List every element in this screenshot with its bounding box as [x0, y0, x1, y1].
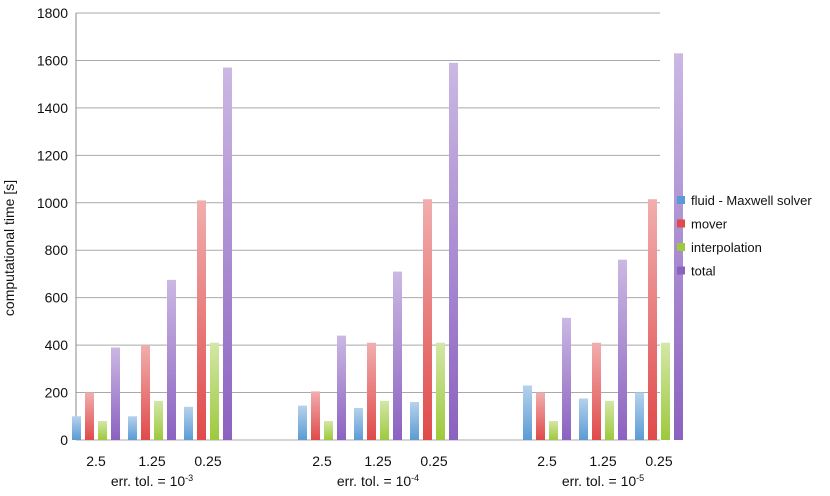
bar: [536, 392, 545, 440]
bar: [367, 342, 376, 440]
y-tick-label: 0: [60, 432, 68, 448]
bar: [380, 400, 389, 440]
y-tick-label: 1600: [37, 52, 68, 68]
x-tick-label: 2.5: [312, 453, 332, 469]
legend-label: total: [691, 264, 716, 279]
bar: [661, 342, 670, 440]
bar: [210, 342, 219, 440]
bar: [128, 416, 137, 440]
bar: [436, 342, 445, 440]
y-tick-label: 200: [45, 385, 69, 401]
bar: [523, 385, 532, 440]
group-label: err. tol. = 10-4: [337, 473, 419, 489]
bar: [393, 271, 402, 440]
bar: [141, 345, 150, 440]
y-tick-label: 600: [45, 290, 69, 306]
legend-label: fluid - Maxwell solver: [691, 193, 812, 208]
bar: [549, 421, 558, 440]
bar: [311, 391, 320, 440]
bar: [423, 199, 432, 440]
bar: [354, 407, 363, 440]
bar: [579, 398, 588, 440]
y-axis: 0 200 400 600 800 1000 1200 1400 1600 1800: [37, 5, 77, 448]
group-label: err. tol. = 10-5: [562, 473, 644, 489]
x-tick-label: 2.5: [86, 453, 106, 469]
bar: [635, 392, 644, 440]
bar: [72, 416, 81, 440]
legend-label: mover: [691, 217, 728, 232]
bar: [154, 400, 163, 440]
group-label: err. tol. = 10-3: [111, 473, 193, 489]
bar: [592, 342, 601, 440]
bar: [98, 421, 107, 440]
x-tick-label: 1.25: [138, 453, 165, 469]
bar: [562, 317, 571, 440]
y-axis-label: computational time [s]: [1, 180, 17, 316]
bar: [605, 400, 614, 440]
legend-swatch: [677, 243, 685, 251]
bar: [167, 279, 176, 440]
legend-swatch: [677, 266, 685, 275]
y-tick-label: 1000: [37, 195, 68, 211]
y-tick-label: 1200: [37, 147, 68, 163]
x-tick-label: 2.5: [537, 453, 557, 469]
bar: [410, 402, 419, 440]
bars: [72, 53, 683, 441]
bar: [618, 259, 627, 440]
legend-swatch: [677, 219, 685, 228]
y-tick-label: 800: [45, 242, 69, 258]
y-tick-label: 1800: [37, 5, 68, 21]
legend-label: interpolation: [691, 240, 762, 255]
x-tick-label: 0.25: [194, 453, 221, 469]
x-tick-label: 1.25: [364, 453, 391, 469]
bar: [184, 406, 193, 440]
bar: [648, 199, 657, 440]
x-tick-label: 0.25: [420, 453, 447, 469]
x-tick-label: 0.25: [645, 453, 672, 469]
legend: fluid - Maxwell solver mover interpolation…: [677, 193, 812, 279]
bar: [85, 392, 94, 440]
bar: [111, 347, 120, 440]
bar: [324, 421, 333, 440]
y-tick-label: 400: [45, 337, 69, 353]
bar: [337, 335, 346, 440]
legend-swatch: [677, 196, 685, 204]
bar: [223, 67, 232, 441]
y-tick-label: 1400: [37, 100, 68, 116]
bar: [298, 405, 307, 440]
x-tick-label: 1.25: [589, 453, 616, 469]
bar: [449, 62, 458, 441]
bar: [197, 200, 206, 440]
